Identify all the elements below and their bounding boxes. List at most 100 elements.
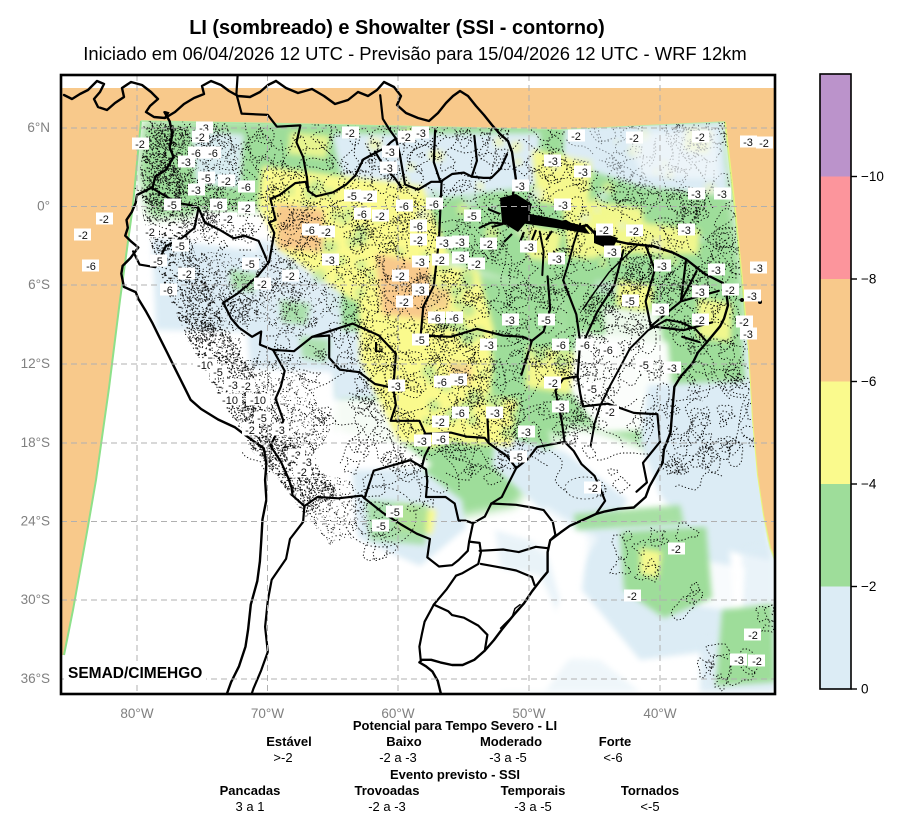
svg-text:-3: -3 [439,238,449,250]
svg-text:-3: -3 [191,185,201,197]
svg-text:-10: -10 [250,395,266,407]
svg-text:-2: -2 [571,131,581,143]
svg-text:6°N: 6°N [27,120,50,135]
svg-text:-6: -6 [305,225,315,237]
svg-text:-2: -2 [471,259,481,271]
svg-text:-5: -5 [639,360,649,372]
svg-text:-5: -5 [175,241,185,253]
svg-text:-3 a -5: -3 a -5 [514,799,552,814]
svg-text:50°W: 50°W [512,706,545,721]
svg-text:-5: -5 [415,335,425,347]
svg-text:-2: -2 [759,138,769,150]
svg-text:Moderado: Moderado [480,734,542,749]
svg-text:-5: -5 [213,367,223,379]
svg-text:-3: -3 [681,225,691,237]
svg-text:-6: -6 [437,377,447,389]
svg-text:-5: -5 [454,375,464,387]
svg-text:-3: -3 [383,163,393,175]
svg-text:-6: -6 [86,261,96,273]
svg-text:Pancadas: Pancadas [220,783,281,798]
svg-text:-6: -6 [191,148,201,160]
svg-text:-2: -2 [241,381,251,393]
svg-text:-10: -10 [222,395,238,407]
svg-text:-3: -3 [753,263,763,275]
svg-text:3 a 1: 3 a 1 [236,799,265,814]
svg-text:-3: -3 [199,123,209,135]
svg-text:>-2: >-2 [273,750,292,765]
svg-text:Tornados: Tornados [621,783,679,798]
svg-text:-3 a -5: -3 a -5 [489,750,527,765]
svg-text:Temporais: Temporais [501,783,566,798]
svg-text:−4: −4 [861,477,877,492]
svg-text:-3: -3 [555,402,565,414]
svg-text:-2: -2 [483,239,493,251]
svg-text:-5: -5 [513,452,523,464]
svg-text:<-6: <-6 [603,750,622,765]
svg-text:40°W: 40°W [643,706,676,721]
svg-text:-5: -5 [257,413,267,425]
svg-text:-2: -2 [221,176,231,188]
svg-text:-6: -6 [603,345,613,357]
svg-text:-2: -2 [629,133,639,145]
svg-text:70°W: 70°W [251,706,284,721]
svg-text:0°: 0° [37,199,50,214]
svg-text:-6: -6 [357,209,367,221]
svg-text:-2: -2 [223,214,233,226]
svg-text:-2 a -3: -2 a -3 [379,750,417,765]
svg-text:-6: -6 [399,201,409,213]
svg-text:-3: -3 [711,265,721,277]
svg-text:Evento previsto - SSI: Evento previsto - SSI [390,767,520,782]
svg-text:-3: -3 [302,457,312,469]
svg-text:-3: -3 [734,655,744,667]
svg-text:-2: -2 [345,128,355,140]
svg-text:-2 a -3: -2 a -3 [368,799,406,814]
svg-text:-6: -6 [455,408,465,420]
svg-text:-3: -3 [181,157,191,169]
svg-text:-3: -3 [717,189,727,201]
svg-text:-2: -2 [671,544,681,556]
svg-text:<-5: <-5 [640,799,659,814]
svg-text:−2: −2 [861,579,876,594]
svg-text:-3: -3 [691,189,701,201]
svg-text:−8: −8 [861,272,876,287]
svg-text:Trovoadas: Trovoadas [354,783,419,798]
svg-text:-2: -2 [695,315,705,327]
svg-text:-3: -3 [484,340,494,352]
svg-text:-3: -3 [747,291,757,303]
svg-text:-2: -2 [285,271,295,283]
svg-text:-5: -5 [167,200,177,212]
svg-text:24°S: 24°S [21,514,50,529]
svg-text:-3: -3 [490,408,500,420]
svg-text:-2: -2 [245,425,255,437]
svg-text:-2: -2 [182,269,192,281]
svg-text:-5: -5 [245,259,255,271]
svg-text:-3: -3 [524,242,534,254]
svg-text:-6: -6 [208,148,218,160]
svg-text:-3: -3 [743,137,753,149]
svg-text:-2: -2 [135,139,145,151]
svg-text:-6: -6 [431,313,441,325]
svg-text:36°S: 36°S [21,671,50,686]
svg-text:-3: -3 [695,287,705,299]
svg-text:-6: -6 [580,340,590,352]
svg-text:-3: -3 [275,425,285,437]
svg-text:-3: -3 [743,329,753,341]
svg-text:-2: -2 [629,226,639,238]
svg-text:-3: -3 [416,128,426,140]
svg-text:-6: -6 [429,199,439,211]
svg-text:-3: -3 [417,436,427,448]
svg-text:-3: -3 [455,253,465,265]
svg-text:-5: -5 [587,384,597,396]
svg-text:Potencial para Tempo Severo -: Potencial para Tempo Severo - LI [353,718,557,733]
svg-text:-3: -3 [558,200,568,212]
svg-text:-3: -3 [578,167,588,179]
svg-text:30°S: 30°S [21,592,50,607]
svg-text:-2: -2 [748,630,758,642]
svg-text:-2: -2 [627,591,637,603]
svg-text:L: L [374,339,383,356]
svg-text:18°S: 18°S [21,435,50,450]
svg-text:-6: -6 [436,434,446,446]
svg-text:Estável: Estável [266,734,312,749]
svg-text:-6: -6 [241,182,251,194]
svg-text:-2: -2 [739,317,749,329]
